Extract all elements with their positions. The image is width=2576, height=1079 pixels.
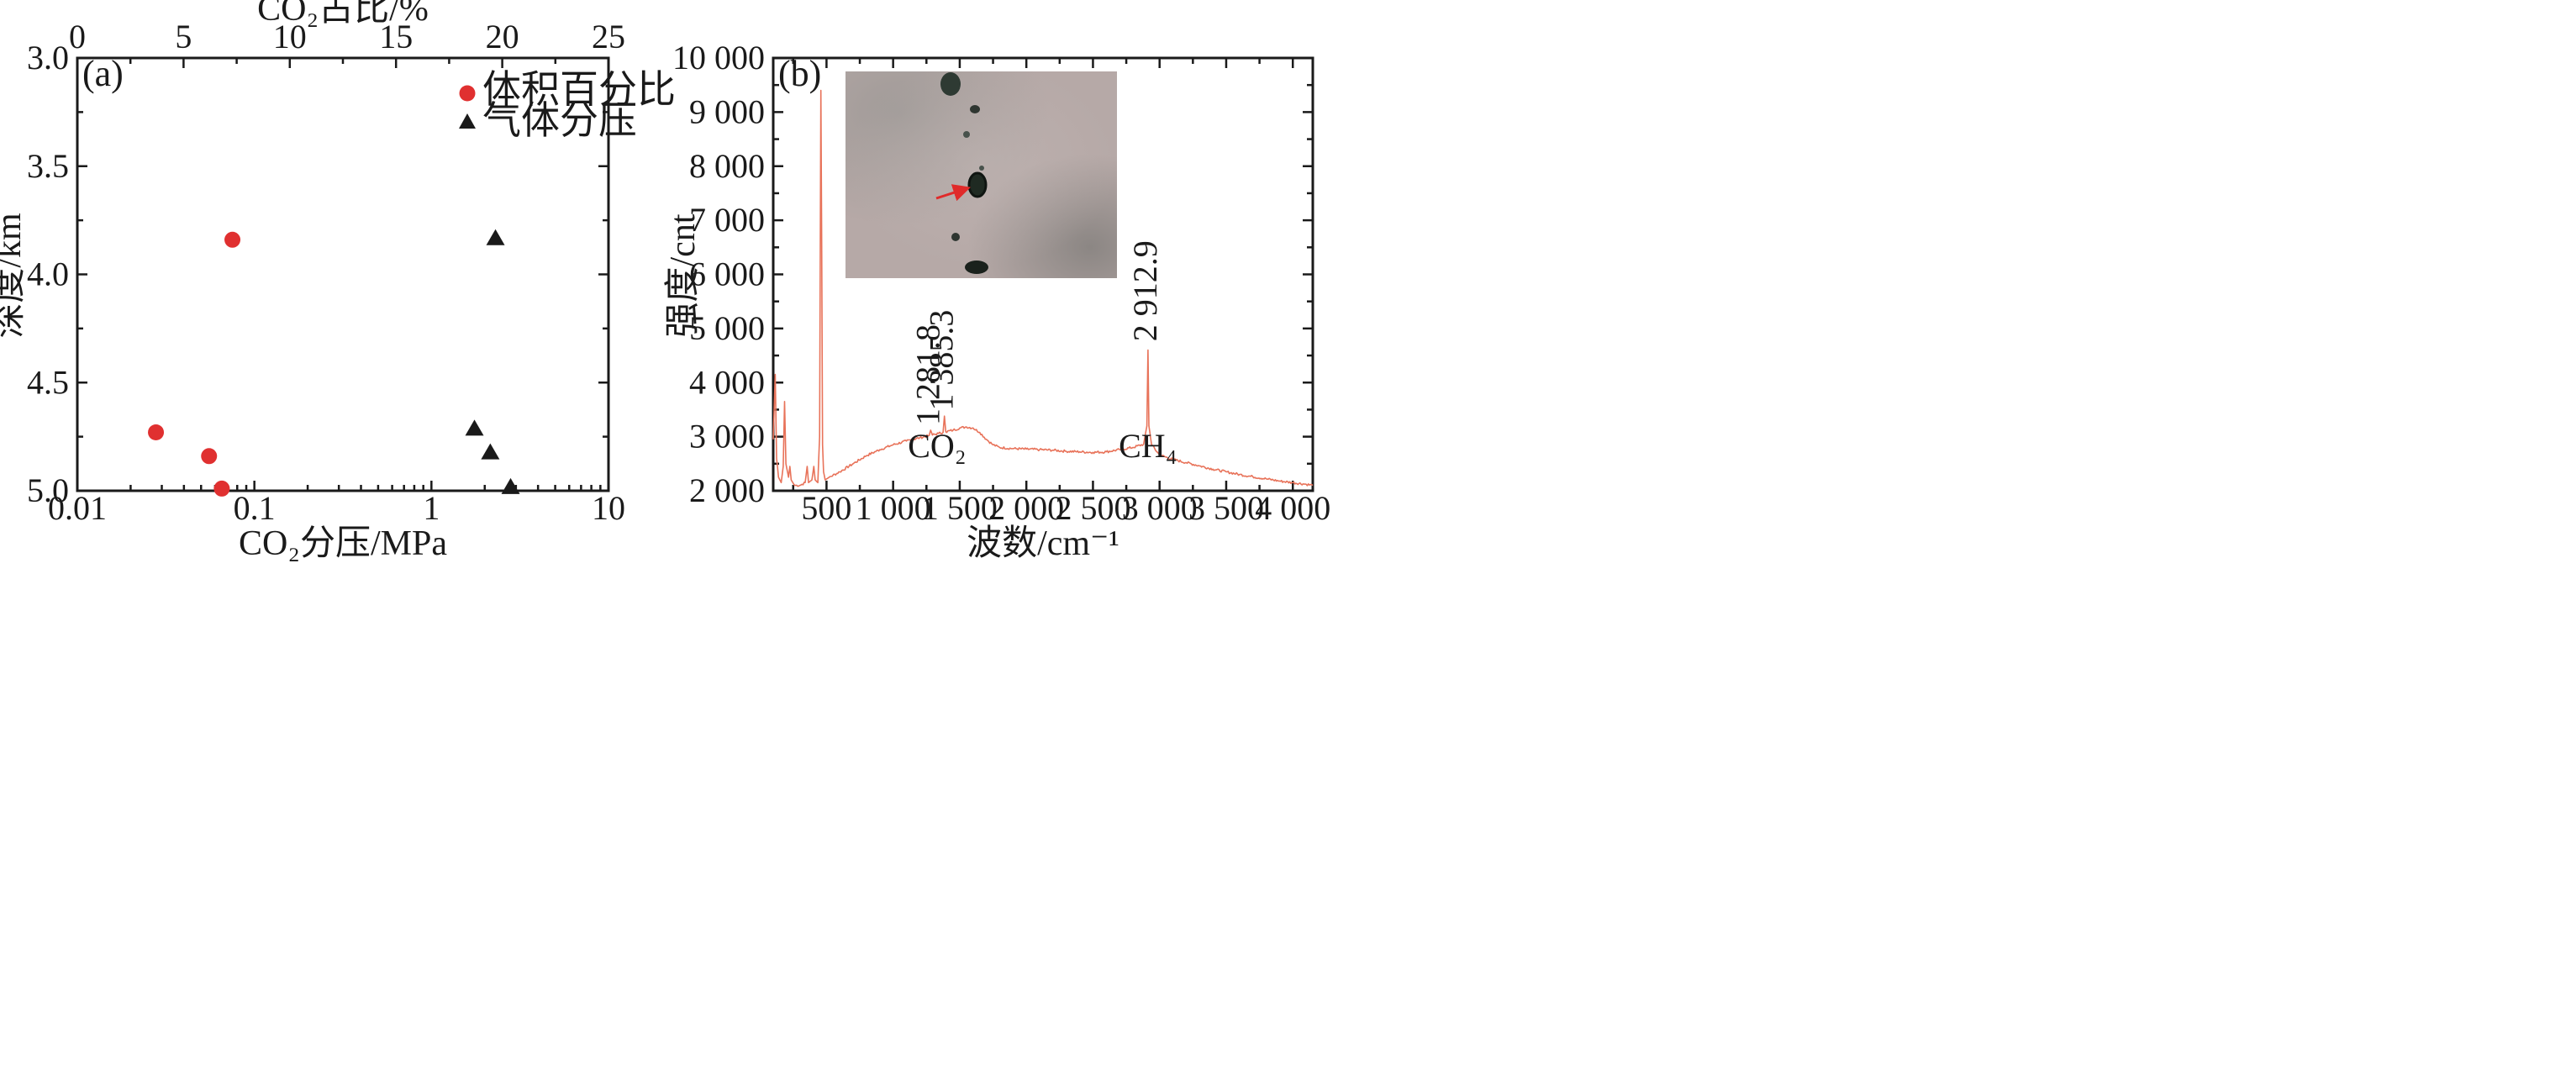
b-y-tick-label: 5 000 (689, 309, 765, 347)
inclusion-large (940, 72, 961, 96)
panel-b-x-axis-title: 波数/cm⁻¹ (967, 524, 1119, 563)
partial-pressure-point (481, 443, 500, 460)
y-tick-label: 3.5 (27, 147, 69, 185)
micrograph-red-arrow (935, 184, 971, 202)
panel-a: 0.01 0.1 1 100 5 10 15 20 253.03.54.04.55.0 (a) … (0, 0, 676, 563)
panel-a-points (148, 229, 520, 497)
inclusion-bottom (965, 261, 988, 274)
panel-a-tag: (a) (82, 53, 124, 94)
volume-percent-point (148, 424, 165, 440)
panel-a-legend: 体积百分比 气体分压 (459, 68, 676, 142)
x-top-tick-label: 15 (379, 18, 413, 55)
x-bottom-tick-label: 0.01 (48, 489, 107, 527)
peak-label: 1 385.3 (923, 310, 961, 411)
panel-a-tick-labels: 0.01 0.1 1 10 0 5 10 15 20 25 3.0 3.5 4.0 4.5 5.0 (27, 18, 625, 527)
x-bottom-tick-label: 1 (423, 489, 440, 527)
b-x-tick-label: 3 000 (1122, 489, 1198, 527)
y-tick-label: 3.0 (27, 39, 69, 76)
b-y-tick-label: 8 000 (689, 147, 765, 185)
peak-label: 1 281.8 (909, 324, 946, 425)
x-top-tick-label: 20 (486, 18, 519, 55)
y-tick-label: 4.5 (27, 363, 69, 401)
panel-b-y-axis-title: 强度/cnt (664, 213, 703, 337)
b-x-tick-label: 2 000 (988, 489, 1064, 527)
y-tick-label: 5.0 (27, 471, 69, 509)
panel-b-ticks (773, 56, 1313, 492)
b-y-tick-label: 4 000 (689, 363, 765, 401)
legend-circle-marker (459, 85, 476, 102)
partial-pressure-point (465, 419, 484, 436)
panel-b-peak-annotations: 1 281.81 385.3 2 912.9 CO₂ CH₄ (908, 240, 1177, 465)
panel-b-tag: (b) (778, 53, 821, 94)
b-x-tick-label: 2 500 (1055, 489, 1130, 527)
b-x-tick-label: 3 500 (1188, 489, 1264, 527)
inclusion-small-1 (970, 105, 980, 113)
x-top-tick-label: 0 (69, 18, 86, 55)
b-y-tick-label: 6 000 (689, 255, 765, 293)
raman-spectrum-line (772, 89, 1314, 487)
b-x-tick-label: 1 000 (856, 489, 931, 527)
legend-label-pressure: 气体分压 (482, 99, 637, 142)
volume-percent-point (224, 231, 241, 248)
legend-triangle-marker (459, 113, 476, 129)
panel-a-y-axis-title: 深度/km (0, 213, 29, 339)
micrograph-inset (845, 71, 1117, 278)
b-x-tick-label: 1 500 (922, 489, 998, 527)
peak-label: 2 912.9 (1126, 240, 1164, 341)
inclusion-small-3 (979, 166, 984, 171)
legend-label-volume: 体积百分比 (482, 68, 676, 111)
x-top-tick-label: 5 (175, 18, 192, 55)
inclusion-small-4 (951, 233, 960, 241)
inclusion-target (967, 171, 988, 198)
x-bottom-tick-label: 0.1 (234, 489, 276, 527)
co2-label: CO₂ (908, 427, 967, 465)
inclusion-small-2 (963, 131, 970, 138)
b-x-tick-label: 500 (801, 489, 851, 527)
volume-percent-point (201, 448, 218, 465)
panel-a-ticks (76, 56, 610, 492)
partial-pressure-point (501, 477, 520, 494)
ch4-label: CH₄ (1119, 427, 1177, 465)
b-y-tick-label: 9 000 (689, 92, 765, 130)
panel-a-top-axis-title: CO₂占比/% (257, 0, 429, 29)
b-y-tick-label: 10 000 (672, 39, 765, 76)
y-tick-label: 4.0 (27, 255, 69, 293)
x-bottom-tick-label: 10 (592, 489, 625, 527)
x-top-tick-label: 25 (592, 18, 625, 55)
panel-a-bottom-axis-title: CO₂分压/MPa (239, 524, 447, 563)
b-y-tick-label: 7 000 (689, 201, 765, 239)
partial-pressure-point (486, 229, 505, 245)
b-y-tick-label: 3 000 (689, 418, 765, 455)
volume-percent-point (213, 480, 230, 497)
b-x-tick-label: 4 000 (1255, 489, 1330, 527)
x-top-tick-label: 10 (273, 18, 307, 55)
b-y-tick-label: 2 000 (689, 471, 765, 509)
